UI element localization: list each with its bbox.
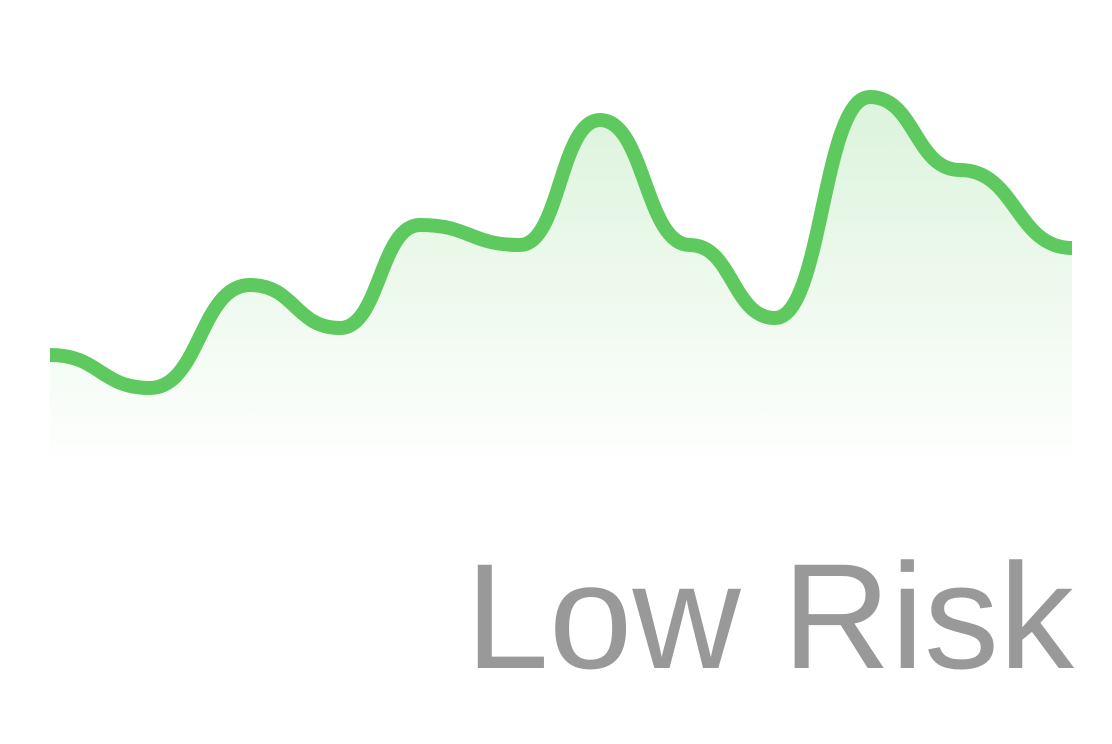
area-fill <box>50 97 1072 470</box>
line <box>49 90 1073 395</box>
risk-label: Low Risk <box>466 532 1075 700</box>
